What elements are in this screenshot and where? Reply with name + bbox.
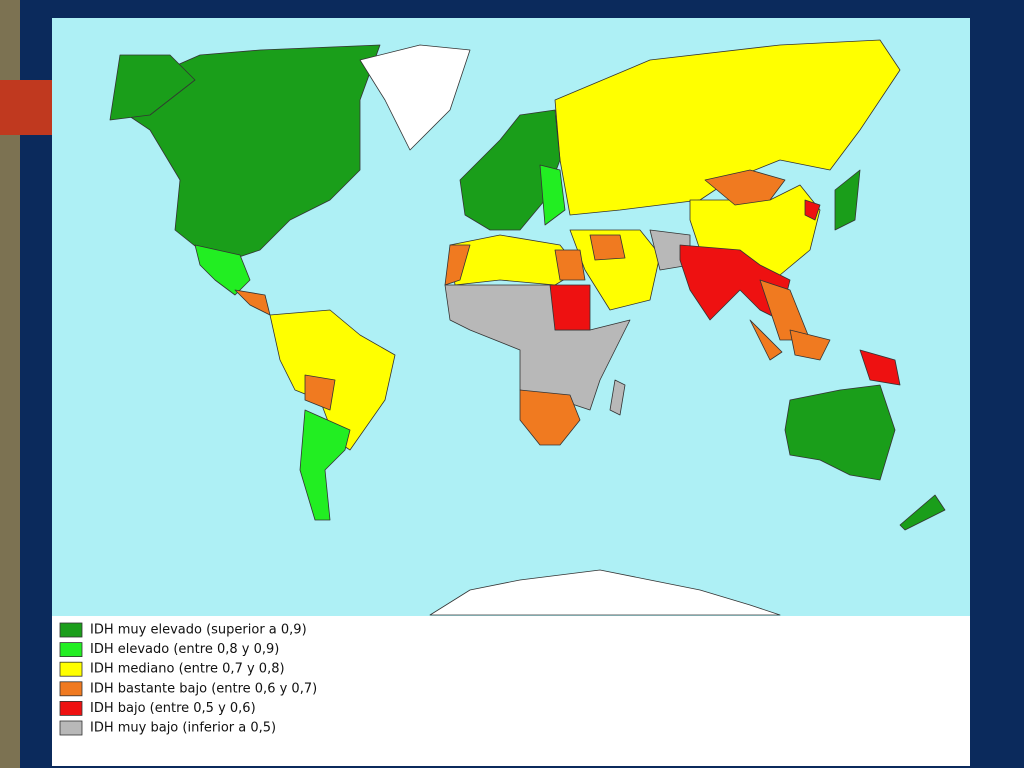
eastern-europe [539, 164, 566, 226]
legend-swatch [59, 622, 83, 638]
legend-label: IDH bajo (entre 0,5 y 0,6) [90, 701, 256, 716]
legend-label: IDH mediano (entre 0,7 y 0,8) [90, 662, 285, 677]
egypt [554, 249, 586, 281]
legend-swatch [59, 642, 83, 657]
mexico [194, 244, 251, 296]
sudan [549, 284, 591, 331]
iran [589, 234, 626, 261]
side-strip [0, 0, 20, 768]
legend-swatch [59, 661, 83, 677]
legend-label: IDH bastante bajo (entre 0,6 y 0,7) [90, 681, 317, 696]
legend-swatch [59, 720, 83, 736]
legend-swatch [59, 701, 83, 716]
sumatra [749, 319, 783, 361]
north-america [119, 44, 381, 261]
antarctica [429, 569, 781, 616]
legend-panel [52, 616, 970, 766]
legend: IDH muy elevado (superior a 0,9) IDH elev… [59, 622, 317, 736]
southern-cone [299, 409, 351, 521]
alaska [109, 54, 196, 121]
accent-block [0, 80, 52, 135]
korea [804, 199, 821, 221]
new-zealand [899, 494, 946, 531]
indonesia [789, 329, 831, 361]
bolivia [304, 374, 336, 411]
papua-new-guinea [859, 349, 901, 386]
india [679, 244, 791, 321]
legend-swatch [59, 681, 83, 697]
southern-africa [519, 389, 581, 446]
mongolia [704, 169, 786, 206]
australia [784, 384, 896, 481]
madagascar [609, 379, 626, 416]
middle-east [569, 229, 661, 311]
legend-label: IDH muy elevado (superior a 0,9) [90, 623, 307, 638]
greenland [359, 44, 471, 151]
japan [834, 169, 861, 231]
world-map [109, 39, 946, 616]
morocco [444, 244, 471, 286]
legend-label: IDH elevado (entre 0,8 y 0,9) [90, 642, 279, 657]
russia [554, 39, 901, 216]
legend-label: IDH muy bajo (inferior a 0,5) [90, 721, 276, 736]
